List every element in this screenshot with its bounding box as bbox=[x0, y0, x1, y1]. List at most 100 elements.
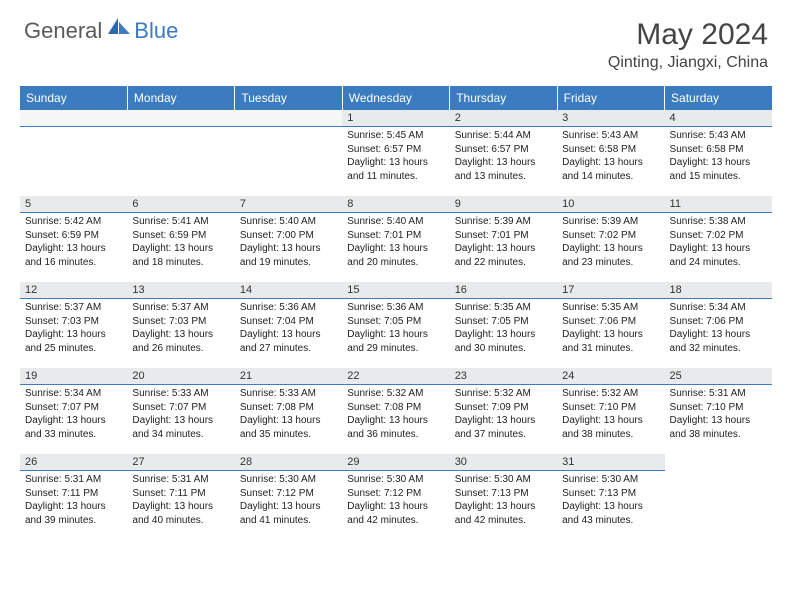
day-details: Sunrise: 5:31 AMSunset: 7:11 PMDaylight:… bbox=[20, 471, 127, 540]
day-number: 6 bbox=[127, 196, 234, 213]
calendar-day-cell: 2Sunrise: 5:44 AMSunset: 6:57 PMDaylight… bbox=[450, 110, 557, 196]
calendar-day-cell: 7Sunrise: 5:40 AMSunset: 7:00 PMDaylight… bbox=[235, 196, 342, 282]
calendar-week-row: 5Sunrise: 5:42 AMSunset: 6:59 PMDaylight… bbox=[20, 196, 772, 282]
day-number: 17 bbox=[557, 282, 664, 299]
day-details: Sunrise: 5:35 AMSunset: 7:05 PMDaylight:… bbox=[450, 299, 557, 368]
day-details: Sunrise: 5:34 AMSunset: 7:07 PMDaylight:… bbox=[20, 385, 127, 454]
day-number: 10 bbox=[557, 196, 664, 213]
day-number: 3 bbox=[557, 110, 664, 127]
day-details: Sunrise: 5:45 AMSunset: 6:57 PMDaylight:… bbox=[342, 127, 449, 196]
title-block: May 2024 Qinting, Jiangxi, China bbox=[608, 18, 768, 72]
calendar-day-cell: 11Sunrise: 5:38 AMSunset: 7:02 PMDayligh… bbox=[665, 196, 772, 282]
weekday-header: Monday bbox=[127, 86, 234, 110]
calendar-day-cell: 28Sunrise: 5:30 AMSunset: 7:12 PMDayligh… bbox=[235, 454, 342, 540]
calendar-body: 1Sunrise: 5:45 AMSunset: 6:57 PMDaylight… bbox=[20, 110, 772, 540]
calendar-day-cell: 4Sunrise: 5:43 AMSunset: 6:58 PMDaylight… bbox=[665, 110, 772, 196]
day-details: Sunrise: 5:43 AMSunset: 6:58 PMDaylight:… bbox=[665, 127, 772, 196]
day-number: 27 bbox=[127, 454, 234, 471]
header: General Blue May 2024 Qinting, Jiangxi, … bbox=[0, 0, 792, 80]
day-number: 13 bbox=[127, 282, 234, 299]
day-number: 1 bbox=[342, 110, 449, 127]
day-number: 4 bbox=[665, 110, 772, 127]
calendar-week-row: 12Sunrise: 5:37 AMSunset: 7:03 PMDayligh… bbox=[20, 282, 772, 368]
day-number: 9 bbox=[450, 196, 557, 213]
calendar-week-row: 1Sunrise: 5:45 AMSunset: 6:57 PMDaylight… bbox=[20, 110, 772, 196]
calendar-day-cell: 24Sunrise: 5:32 AMSunset: 7:10 PMDayligh… bbox=[557, 368, 664, 454]
calendar-day-cell: 9Sunrise: 5:39 AMSunset: 7:01 PMDaylight… bbox=[450, 196, 557, 282]
day-number: 26 bbox=[20, 454, 127, 471]
day-details: Sunrise: 5:32 AMSunset: 7:10 PMDaylight:… bbox=[557, 385, 664, 454]
day-details: Sunrise: 5:37 AMSunset: 7:03 PMDaylight:… bbox=[127, 299, 234, 368]
day-details: Sunrise: 5:36 AMSunset: 7:05 PMDaylight:… bbox=[342, 299, 449, 368]
calendar-day-cell: 30Sunrise: 5:30 AMSunset: 7:13 PMDayligh… bbox=[450, 454, 557, 540]
day-number: 22 bbox=[342, 368, 449, 385]
page-title: May 2024 bbox=[608, 18, 768, 52]
day-details: Sunrise: 5:34 AMSunset: 7:06 PMDaylight:… bbox=[665, 299, 772, 368]
day-details: Sunrise: 5:40 AMSunset: 7:01 PMDaylight:… bbox=[342, 213, 449, 282]
calendar-day-cell: 22Sunrise: 5:32 AMSunset: 7:08 PMDayligh… bbox=[342, 368, 449, 454]
day-details: Sunrise: 5:40 AMSunset: 7:00 PMDaylight:… bbox=[235, 213, 342, 282]
day-details: Sunrise: 5:31 AMSunset: 7:10 PMDaylight:… bbox=[665, 385, 772, 454]
calendar-day-cell: 6Sunrise: 5:41 AMSunset: 6:59 PMDaylight… bbox=[127, 196, 234, 282]
weekday-header: Sunday bbox=[20, 86, 127, 110]
day-number: 15 bbox=[342, 282, 449, 299]
day-number: 16 bbox=[450, 282, 557, 299]
calendar-day-cell: 20Sunrise: 5:33 AMSunset: 7:07 PMDayligh… bbox=[127, 368, 234, 454]
calendar-table: SundayMondayTuesdayWednesdayThursdayFrid… bbox=[20, 86, 772, 540]
calendar-day-cell: 29Sunrise: 5:30 AMSunset: 7:12 PMDayligh… bbox=[342, 454, 449, 540]
calendar-day-cell: 8Sunrise: 5:40 AMSunset: 7:01 PMDaylight… bbox=[342, 196, 449, 282]
calendar-day-cell: 27Sunrise: 5:31 AMSunset: 7:11 PMDayligh… bbox=[127, 454, 234, 540]
calendar-day-cell: 14Sunrise: 5:36 AMSunset: 7:04 PMDayligh… bbox=[235, 282, 342, 368]
day-number-blank bbox=[20, 110, 127, 127]
day-details: Sunrise: 5:35 AMSunset: 7:06 PMDaylight:… bbox=[557, 299, 664, 368]
weekday-header: Wednesday bbox=[342, 86, 449, 110]
calendar-empty-cell bbox=[235, 110, 342, 196]
weekday-header: Tuesday bbox=[235, 86, 342, 110]
day-number: 21 bbox=[235, 368, 342, 385]
calendar-empty-cell bbox=[127, 110, 234, 196]
calendar-day-cell: 26Sunrise: 5:31 AMSunset: 7:11 PMDayligh… bbox=[20, 454, 127, 540]
calendar-day-cell: 15Sunrise: 5:36 AMSunset: 7:05 PMDayligh… bbox=[342, 282, 449, 368]
day-number: 25 bbox=[665, 368, 772, 385]
day-details: Sunrise: 5:41 AMSunset: 6:59 PMDaylight:… bbox=[127, 213, 234, 282]
calendar-day-cell: 13Sunrise: 5:37 AMSunset: 7:03 PMDayligh… bbox=[127, 282, 234, 368]
calendar-day-cell: 3Sunrise: 5:43 AMSunset: 6:58 PMDaylight… bbox=[557, 110, 664, 196]
day-details: Sunrise: 5:30 AMSunset: 7:13 PMDaylight:… bbox=[557, 471, 664, 540]
calendar-empty-cell bbox=[665, 454, 772, 540]
day-details: Sunrise: 5:31 AMSunset: 7:11 PMDaylight:… bbox=[127, 471, 234, 540]
calendar-day-cell: 18Sunrise: 5:34 AMSunset: 7:06 PMDayligh… bbox=[665, 282, 772, 368]
day-number: 23 bbox=[450, 368, 557, 385]
day-number: 31 bbox=[557, 454, 664, 471]
day-details: Sunrise: 5:39 AMSunset: 7:01 PMDaylight:… bbox=[450, 213, 557, 282]
day-number: 12 bbox=[20, 282, 127, 299]
calendar-day-cell: 5Sunrise: 5:42 AMSunset: 6:59 PMDaylight… bbox=[20, 196, 127, 282]
calendar-day-cell: 12Sunrise: 5:37 AMSunset: 7:03 PMDayligh… bbox=[20, 282, 127, 368]
calendar-header-row: SundayMondayTuesdayWednesdayThursdayFrid… bbox=[20, 86, 772, 110]
calendar-week-row: 26Sunrise: 5:31 AMSunset: 7:11 PMDayligh… bbox=[20, 454, 772, 540]
day-details: Sunrise: 5:33 AMSunset: 7:07 PMDaylight:… bbox=[127, 385, 234, 454]
day-details: Sunrise: 5:32 AMSunset: 7:08 PMDaylight:… bbox=[342, 385, 449, 454]
calendar-day-cell: 31Sunrise: 5:30 AMSunset: 7:13 PMDayligh… bbox=[557, 454, 664, 540]
calendar-day-cell: 25Sunrise: 5:31 AMSunset: 7:10 PMDayligh… bbox=[665, 368, 772, 454]
day-details: Sunrise: 5:30 AMSunset: 7:12 PMDaylight:… bbox=[235, 471, 342, 540]
weekday-header: Thursday bbox=[450, 86, 557, 110]
calendar-day-cell: 10Sunrise: 5:39 AMSunset: 7:02 PMDayligh… bbox=[557, 196, 664, 282]
day-details: Sunrise: 5:33 AMSunset: 7:08 PMDaylight:… bbox=[235, 385, 342, 454]
calendar-day-cell: 19Sunrise: 5:34 AMSunset: 7:07 PMDayligh… bbox=[20, 368, 127, 454]
day-number: 24 bbox=[557, 368, 664, 385]
day-number: 5 bbox=[20, 196, 127, 213]
day-details: Sunrise: 5:30 AMSunset: 7:13 PMDaylight:… bbox=[450, 471, 557, 540]
weekday-header: Saturday bbox=[665, 86, 772, 110]
day-details: Sunrise: 5:44 AMSunset: 6:57 PMDaylight:… bbox=[450, 127, 557, 196]
calendar-week-row: 19Sunrise: 5:34 AMSunset: 7:07 PMDayligh… bbox=[20, 368, 772, 454]
brand-logo: General Blue bbox=[24, 18, 178, 44]
calendar-day-cell: 21Sunrise: 5:33 AMSunset: 7:08 PMDayligh… bbox=[235, 368, 342, 454]
calendar-day-cell: 16Sunrise: 5:35 AMSunset: 7:05 PMDayligh… bbox=[450, 282, 557, 368]
calendar-day-cell: 1Sunrise: 5:45 AMSunset: 6:57 PMDaylight… bbox=[342, 110, 449, 196]
day-number: 18 bbox=[665, 282, 772, 299]
weekday-header: Friday bbox=[557, 86, 664, 110]
day-details: Sunrise: 5:42 AMSunset: 6:59 PMDaylight:… bbox=[20, 213, 127, 282]
day-details: Sunrise: 5:32 AMSunset: 7:09 PMDaylight:… bbox=[450, 385, 557, 454]
day-number-blank bbox=[127, 110, 234, 127]
day-number: 29 bbox=[342, 454, 449, 471]
